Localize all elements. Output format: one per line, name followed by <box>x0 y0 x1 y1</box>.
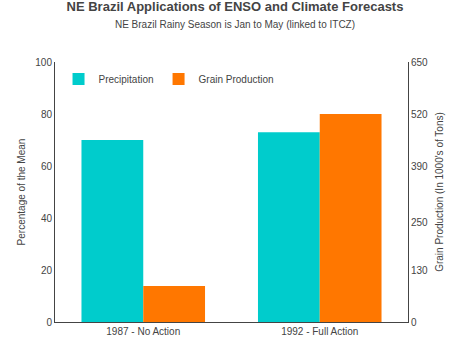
svg-text:NE Brazil Applications of ENSO: NE Brazil Applications of ENSO and Clima… <box>67 0 404 30</box>
svg-text:20: 20 <box>41 265 53 276</box>
svg-text:100: 100 <box>35 57 52 68</box>
svg-text:250: 250 <box>411 217 428 228</box>
svg-text:520: 520 <box>411 109 428 120</box>
svg-text:60: 60 <box>41 161 53 172</box>
svg-text:Grain Production (In 1000's of: Grain Production (In 1000's of Tons) <box>434 112 445 272</box>
svg-text:Percentage of the Mean: Percentage of the Mean <box>16 139 27 246</box>
svg-text:650: 650 <box>411 57 428 68</box>
svg-text:130: 130 <box>411 265 428 276</box>
svg-text:0: 0 <box>46 317 52 328</box>
svg-text:0: 0 <box>411 317 417 328</box>
svg-text:1987 - No Action: 1987 - No Action <box>106 326 180 337</box>
svg-text:Grain Production: Grain Production <box>199 74 274 85</box>
svg-text:1992 - Full Action: 1992 - Full Action <box>281 326 358 337</box>
svg-text:80: 80 <box>41 109 53 120</box>
svg-text:40: 40 <box>41 213 53 224</box>
svg-text:Precipitation: Precipitation <box>99 74 154 85</box>
svg-text:390: 390 <box>411 161 428 172</box>
